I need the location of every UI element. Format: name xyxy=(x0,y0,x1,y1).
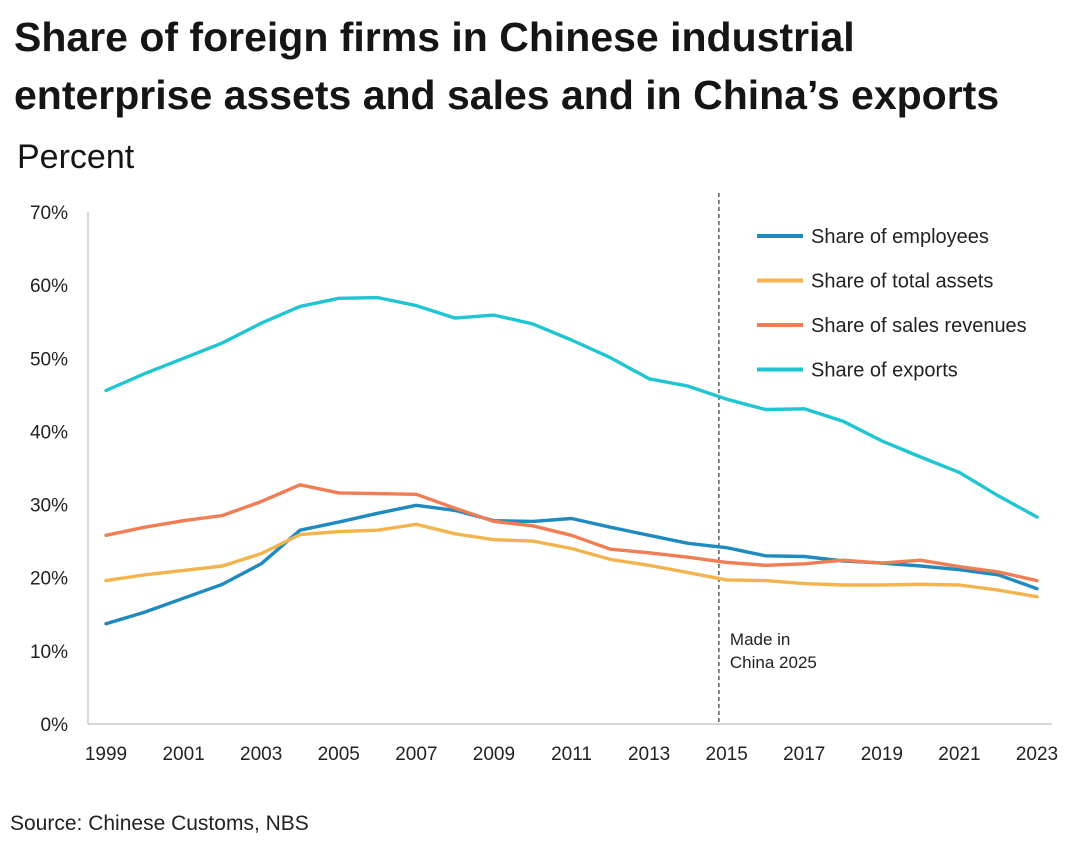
series-line-share-of-exports xyxy=(104,295,1039,519)
x-tick-label: 2015 xyxy=(706,744,748,765)
y-tick-label: 60% xyxy=(30,276,68,297)
legend-label: Share of exports xyxy=(811,360,958,382)
series-line-share-of-employees xyxy=(104,503,1039,626)
x-tick-label: 2005 xyxy=(318,744,360,765)
chart-axes xyxy=(87,212,1052,725)
x-tick-label: 2023 xyxy=(1016,744,1058,765)
x-tick-label: 2001 xyxy=(162,744,204,765)
x-axis-labels: 1999 2001 2003 2005 2007 2009 2011 2013 2015 2017… xyxy=(85,744,1058,765)
x-tick-label: 2017 xyxy=(783,744,825,765)
y-axis-labels: 0% 10% 20% 30% 40% 50% 60% 70% xyxy=(30,203,68,736)
x-tick-label: 2007 xyxy=(395,744,437,765)
y-tick-label: 20% xyxy=(30,569,68,590)
x-tick-label: 2009 xyxy=(473,744,515,765)
y-tick-label: 30% xyxy=(30,496,68,517)
series-line-share-of-total-assets xyxy=(104,522,1039,599)
x-tick-label: 2011 xyxy=(551,744,592,765)
series-lines xyxy=(104,295,1039,626)
y-tick-label: 10% xyxy=(30,642,68,663)
annotation-text: China 2025 xyxy=(730,653,817,672)
x-tick-label: 2013 xyxy=(628,744,670,765)
chart-title: Share of foreign firms in Chinese indust… xyxy=(14,14,1000,118)
y-tick-label: 0% xyxy=(41,715,69,736)
y-tick-label: 70% xyxy=(30,203,68,224)
source-note: Source: Chinese Customs, NBS xyxy=(10,812,309,835)
x-tick-label: 2003 xyxy=(240,744,282,765)
x-tick-label: 2019 xyxy=(861,744,903,765)
x-tick-label: 1999 xyxy=(85,744,127,765)
legend-label: Share of sales revenues xyxy=(811,315,1027,337)
legend-label: Share of employees xyxy=(811,226,989,248)
y-tick-label: 40% xyxy=(30,422,68,443)
y-tick-label: 50% xyxy=(30,349,68,370)
x-tick-label: 2021 xyxy=(938,744,980,765)
chart-legend: Share of employees Share of total assets S… xyxy=(757,226,1027,382)
legend-label: Share of total assets xyxy=(811,271,993,293)
series-line-share-of-sales-revenues xyxy=(104,483,1039,583)
annotation-text: Made in xyxy=(730,630,790,649)
made-in-china-annotation: Made in China 2025 xyxy=(718,193,817,724)
chart-subtitle: Percent xyxy=(17,138,135,176)
